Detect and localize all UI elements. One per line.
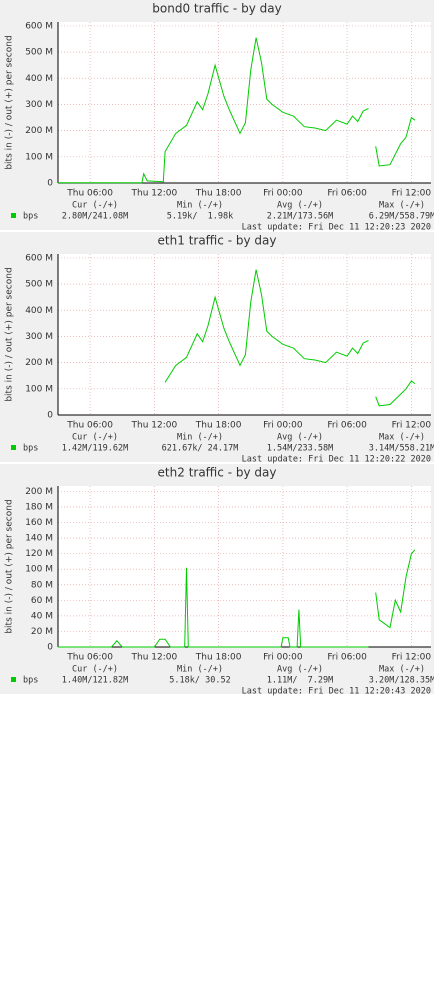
x-tick-label: Thu 12:00 [131,189,178,199]
y-tick-label: 200 M [25,126,53,136]
y-tick-label: 0 [47,411,53,421]
stats-value: 6.29M/558.79M [369,212,434,222]
y-axis-label: bits in (-) / out (+) per second [5,499,15,633]
y-tick-label: 0 [47,179,53,189]
x-tick-label: Fri 12:00 [392,421,432,431]
stats-value: 1.54M/233.58M [267,444,334,454]
last-update: Last update: Fri Dec 11 12:20:23 2020 [242,223,431,233]
x-tick-label: Thu 06:00 [66,653,113,663]
stats-value: 5.19k/ 1.98k [167,212,234,222]
x-tick-label: Fri 00:00 [263,653,303,663]
stats-value: 2.21M/173.56M [267,212,334,222]
y-tick-label: 140 M [25,534,53,544]
stats-header: Min (-/+) [177,201,223,211]
y-tick-label: 40 M [31,611,53,621]
y-tick-label: 180 M [25,503,53,513]
x-tick-label: Thu 06:00 [66,421,113,431]
x-tick-label: Fri 00:00 [263,421,303,431]
legend-label: bps [23,676,38,686]
y-tick-label: 100 M [25,565,53,575]
x-tick-label: Fri 06:00 [327,421,367,431]
last-update: Last update: Fri Dec 11 12:20:43 2020 [242,687,431,697]
x-tick-label: Fri 00:00 [263,189,303,199]
legend-label: bps [23,212,38,222]
y-tick-label: 80 M [31,580,53,590]
data-line [58,549,416,648]
y-tick-label: 600 M [25,253,53,263]
legend-swatch [11,213,16,218]
y-tick-label: 200 M [25,358,53,368]
stats-value: 1.11M/ 7.29M [267,676,334,686]
y-tick-label: 500 M [25,48,53,58]
stats-header: Cur (-/+) [72,201,118,211]
chart-title: eth1 traffic - by day [158,234,277,248]
y-tick-label: 0 [47,643,53,653]
stats-header: Max (-/+) [379,665,425,675]
y-tick-label: 400 M [25,74,53,84]
stats-header: Avg (-/+) [277,201,323,211]
last-update: Last update: Fri Dec 11 12:20:22 2020 [242,455,431,465]
stats-header: Cur (-/+) [72,433,118,443]
stats-value: 3.14M/558.21M [369,444,434,454]
x-tick-label: Fri 12:00 [392,653,432,663]
plot-area [58,254,431,415]
data-line [164,269,416,407]
y-tick-label: 100 M [25,152,53,162]
x-tick-label: Fri 12:00 [392,189,432,199]
stats-value: 1.42M/119.62M [62,444,129,454]
stats-header: Max (-/+) [379,433,425,443]
legend-swatch [11,677,16,682]
x-tick-label: Thu 12:00 [131,653,178,663]
stats-value: 3.20M/128.35M [369,676,434,686]
chart-title: bond0 traffic - by day [152,2,281,16]
x-tick-label: Thu 06:00 [66,189,113,199]
y-axis-label: bits in (-) / out (+) per second [5,267,15,401]
stats-header: Min (-/+) [177,665,223,675]
stats-header: Avg (-/+) [277,433,323,443]
y-tick-label: 20 M [31,627,53,637]
stats-value: 5.18k/ 30.52 [169,676,230,686]
stats-value: 2.80M/241.08M [62,212,129,222]
stats-header: Cur (-/+) [72,665,118,675]
y-tick-label: 400 M [25,306,53,316]
y-axis-label: bits in (-) / out (+) per second [5,35,15,169]
stats-header: Max (-/+) [379,201,425,211]
stats-value: 1.40M/121.82M [62,676,129,686]
x-tick-label: Thu 12:00 [131,421,178,431]
x-tick-label: Thu 18:00 [195,421,242,431]
y-tick-label: 300 M [25,332,53,342]
y-tick-label: 500 M [25,280,53,290]
stats-value: 621.67k/ 24.17M [162,444,239,454]
y-tick-label: 300 M [25,100,53,110]
x-tick-label: Fri 06:00 [327,189,367,199]
chart-title: eth2 traffic - by day [158,466,277,480]
y-tick-label: 600 M [25,21,53,31]
y-tick-label: 120 M [25,549,53,559]
y-tick-label: 60 M [31,596,53,606]
stats-header: Min (-/+) [177,433,223,443]
y-tick-label: 160 M [25,518,53,528]
legend-label: bps [23,444,38,454]
y-tick-label: 200 M [25,487,53,497]
y-tick-label: 100 M [25,384,53,394]
x-tick-label: Fri 06:00 [327,653,367,663]
plot-area [58,486,431,647]
legend-swatch [11,445,16,450]
plot-area [58,22,431,183]
stats-header: Avg (-/+) [277,665,323,675]
x-tick-label: Thu 18:00 [195,189,242,199]
x-tick-label: Thu 18:00 [195,653,242,663]
data-line [58,37,416,184]
